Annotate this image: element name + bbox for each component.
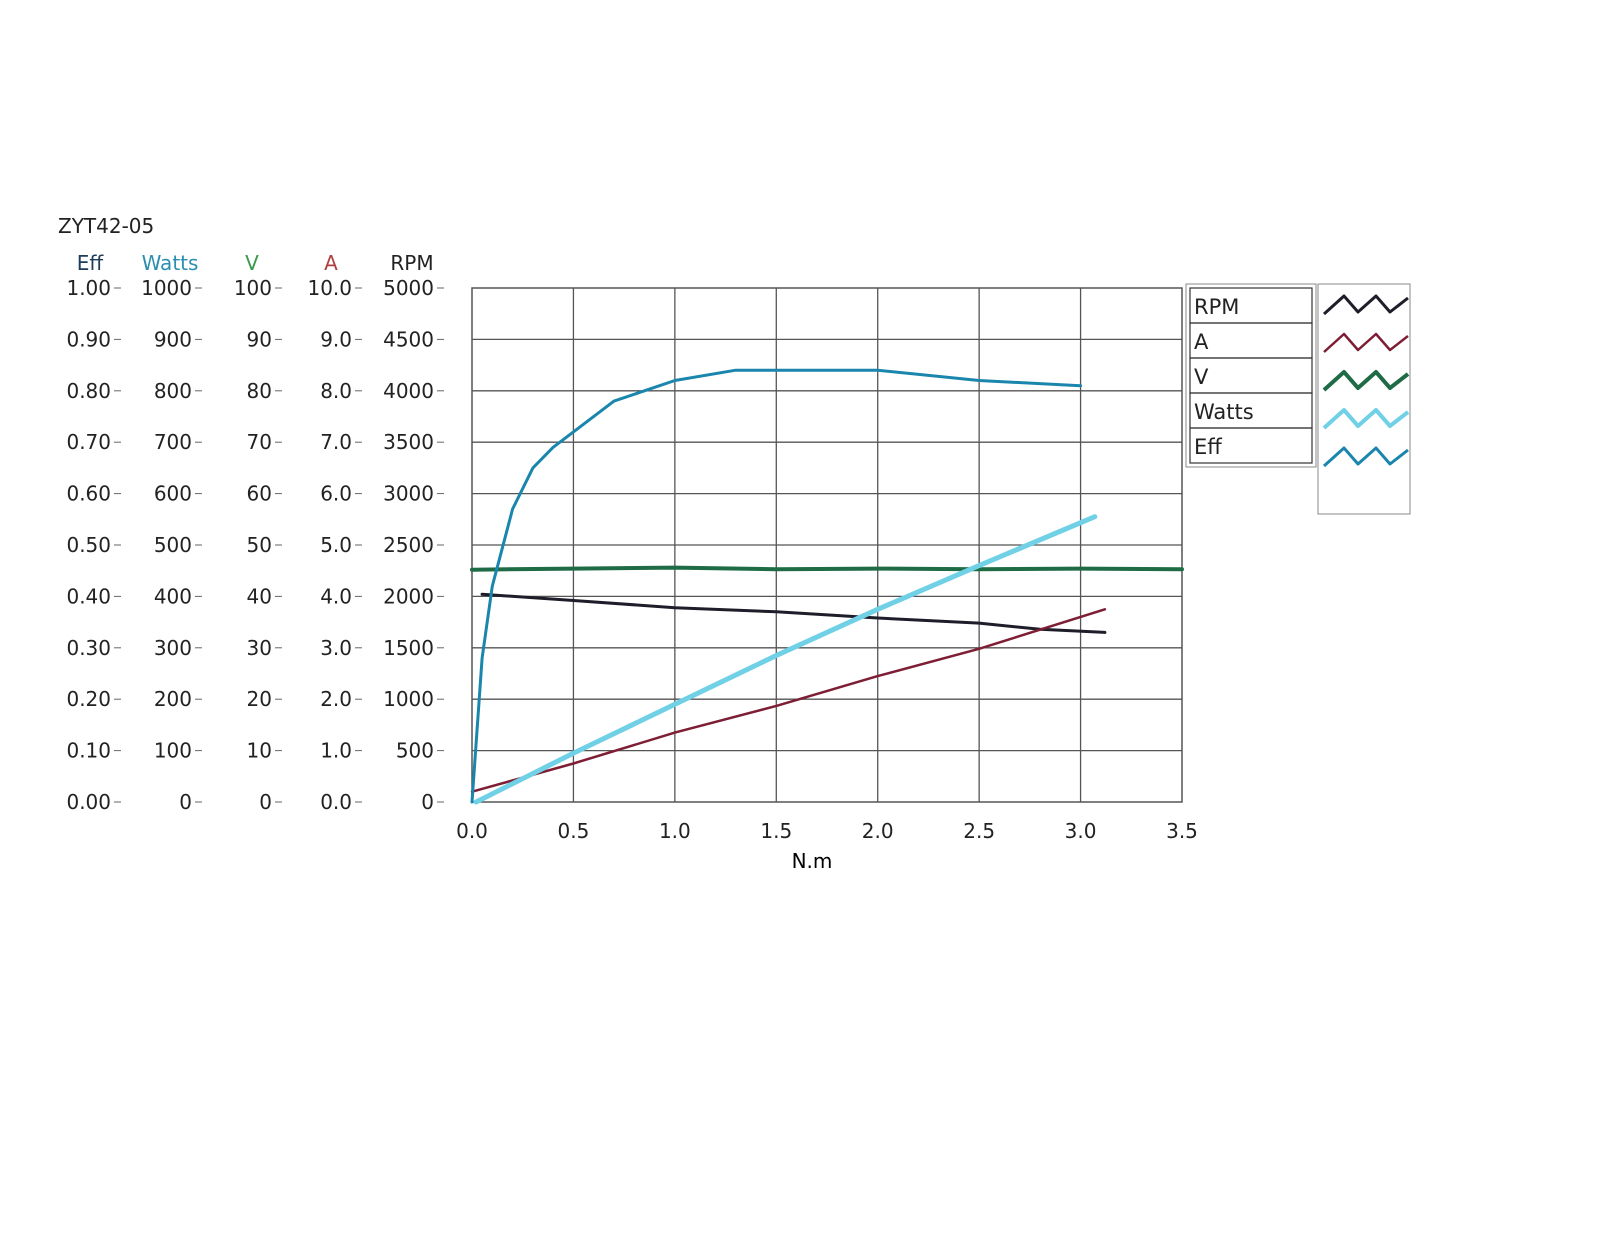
y-tick-label-rpm: 1000 (383, 687, 434, 711)
x-tick-label: 1.0 (659, 819, 691, 843)
x-tick-label: 1.5 (760, 819, 792, 843)
legend-label-rpm: RPM (1194, 295, 1239, 319)
y-tick-label-v: 100 (234, 276, 272, 300)
y-tick-label-a: 7.0 (320, 430, 352, 454)
y-tick-label-eff: 0.60 (66, 482, 111, 506)
legend-label-v: V (1194, 365, 1209, 389)
y-tick-label-watts: 800 (154, 379, 192, 403)
axis-header-v: V (245, 251, 259, 275)
x-tick-label: 2.5 (963, 819, 995, 843)
y-tick-label-a: 6.0 (320, 482, 352, 506)
axis-headers: Eff Watts V A RPM (77, 251, 434, 275)
legend-frame (1185, 283, 1317, 468)
chart-title: ZYT42-05 (58, 214, 154, 238)
y-tick-label-rpm: 3500 (383, 430, 434, 454)
legend-swatch-frame (1317, 283, 1411, 515)
y-tick-label-watts: 300 (154, 636, 192, 660)
y-tick-label-watts: 1000 (141, 276, 192, 300)
y-tick-label-a: 1.0 (320, 739, 352, 763)
x-tick-label: 0.5 (558, 819, 590, 843)
y-tick-label-a: 0.0 (320, 790, 352, 814)
y-tick-label-rpm: 4000 (383, 379, 434, 403)
y-tick-label-watts: 100 (154, 739, 192, 763)
y-tick-label-watts: 700 (154, 430, 192, 454)
axis-header-rpm: RPM (390, 251, 433, 275)
y-tick-label-a: 3.0 (320, 636, 352, 660)
y-tick-label-watts: 500 (154, 533, 192, 557)
y-tick-label-v: 80 (247, 379, 272, 403)
legend-swatch-rpm (1322, 294, 1409, 316)
y-tick-label-rpm: 1500 (383, 636, 434, 660)
x-axis-label: N.m (792, 849, 833, 873)
y-tick-label-watts: 900 (154, 327, 192, 351)
series-line-rpm (480, 592, 1107, 634)
y-tick-label-v: 20 (247, 687, 272, 711)
y-tick-label-watts: 600 (154, 482, 192, 506)
y-tick-label-a: 2.0 (320, 687, 352, 711)
y-tick-label-rpm: 0 (421, 790, 434, 814)
axis-header-a: A (324, 251, 338, 275)
y-tick-label-v: 90 (247, 327, 272, 351)
y-tick-label-v: 40 (247, 584, 272, 608)
legend-label-eff: Eff (1194, 435, 1222, 459)
x-tick-label: 3.5 (1166, 819, 1198, 843)
x-tick-label: 3.0 (1065, 819, 1097, 843)
legend: RPM AV Watts Eff (1185, 283, 1411, 515)
axis-header-eff: Eff (77, 251, 105, 275)
legend-label-watts: Watts (1194, 400, 1254, 424)
y-tick-label-watts: 200 (154, 687, 192, 711)
y-tick-label-eff: 0.80 (66, 379, 111, 403)
y-tick-label-eff: 1.00 (66, 276, 111, 300)
y-tick-label-eff: 0.50 (66, 533, 111, 557)
axis-header-watts: Watts (142, 251, 199, 275)
y-tick-label-v: 0 (259, 790, 272, 814)
y-tick-label-eff: 0.70 (66, 430, 111, 454)
y-tick-label-a: 10.0 (307, 276, 352, 300)
legend-cell (1189, 427, 1313, 464)
y-tick-label-v: 30 (247, 636, 272, 660)
x-tick-label: 0.0 (456, 819, 488, 843)
legend-label-a: A (1194, 330, 1209, 354)
plot-grid (471, 287, 1183, 803)
series-line-v (470, 565, 1184, 572)
y-tick-label-rpm: 2000 (383, 584, 434, 608)
y-tick-label-a: 5.0 (320, 533, 352, 557)
y-tick-label-v: 60 (247, 482, 272, 506)
y-tick-label-v: 70 (247, 430, 272, 454)
series-lines (470, 368, 1184, 805)
legend-swatch-watts (1322, 408, 1410, 430)
x-axis-ticks: 0.0 0.5 1.0 1.5 2.0 2.5 3.0 3.5 (456, 819, 1198, 843)
y-tick-label-eff: 0.90 (66, 327, 111, 351)
series-line-eff (470, 368, 1083, 804)
y-tick-label-eff: 0.00 (66, 790, 111, 814)
y-tick-label-v: 10 (247, 739, 272, 763)
y-tick-label-rpm: 2500 (383, 533, 434, 557)
y-tick-label-v: 50 (247, 533, 272, 557)
y-tick-label-watts: 0 (179, 790, 192, 814)
y-tick-label-a: 9.0 (320, 327, 352, 351)
legend-swatch-a (1323, 332, 1409, 353)
y-tick-label-rpm: 4500 (383, 327, 434, 351)
y-tick-label-watts: 400 (154, 584, 192, 608)
x-tick-label: 2.0 (862, 819, 894, 843)
series-line-watts (473, 514, 1098, 805)
y-tick-label-eff: 0.30 (66, 636, 111, 660)
y-tick-label-a: 4.0 (320, 584, 352, 608)
y-tick-label-rpm: 5000 (383, 276, 434, 300)
y-tick-label-eff: 0.10 (66, 739, 111, 763)
series-line-a (470, 608, 1107, 793)
y-tick-label-rpm: 500 (396, 739, 434, 763)
y-tick-label-rpm: 3000 (383, 482, 434, 506)
y-tick-label-eff: 0.20 (66, 687, 111, 711)
legend-swatch-v (1322, 370, 1410, 392)
y-tick-label-eff: 0.40 (66, 584, 111, 608)
legend-swatch-eff (1322, 446, 1409, 468)
y-tick-label-a: 8.0 (320, 379, 352, 403)
y-axis-ticks: 1.000.900.800.700.600.500.400.300.200.10… (66, 276, 444, 814)
